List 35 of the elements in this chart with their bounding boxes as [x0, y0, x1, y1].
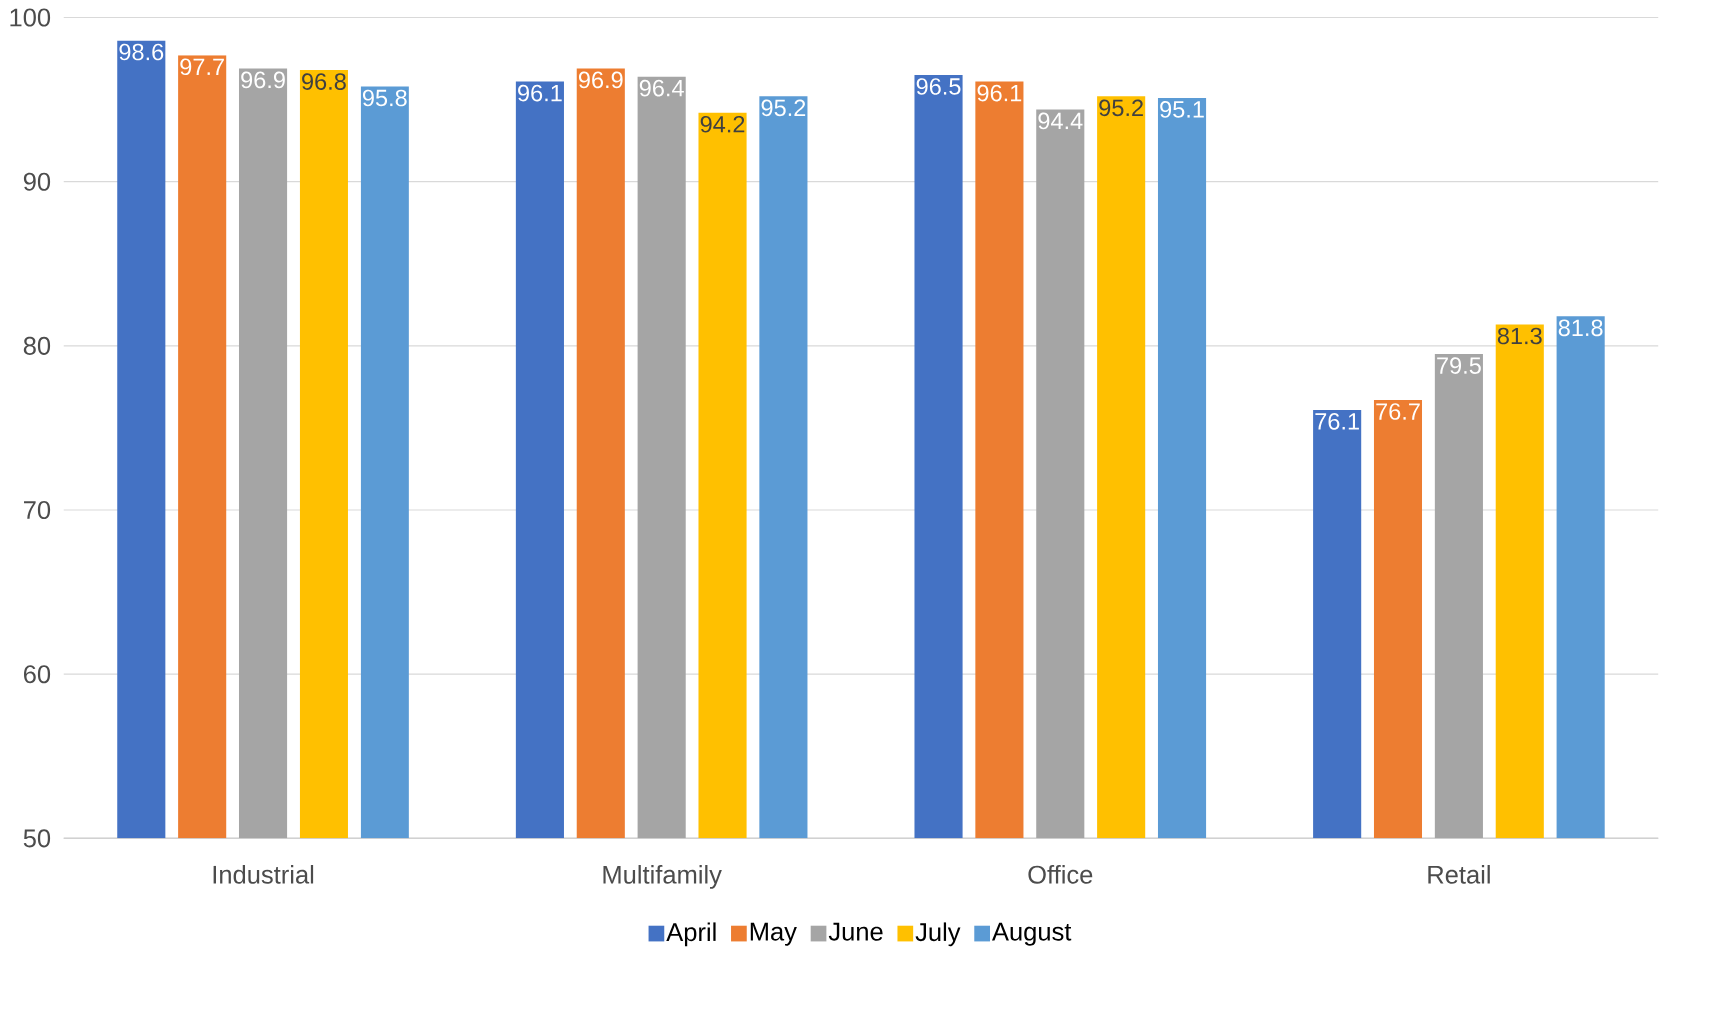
y-tick-label: 50 [23, 829, 51, 848]
data-label: 76.7 [1376, 403, 1420, 420]
y-tick-label: 90 [23, 172, 51, 191]
data-label: 94.4 [1038, 112, 1083, 130]
x-tick-label: Industrial [213, 864, 314, 884]
data-label: 76.1 [1315, 412, 1359, 430]
data-label: 96.5 [916, 78, 961, 95]
data-label: 97.7 [180, 58, 224, 76]
data-label: 95.8 [362, 89, 407, 107]
legend-label: April [666, 922, 716, 947]
legend-label: July [915, 922, 961, 947]
data-label: 96.8 [302, 73, 346, 90]
y-tick-label: 100 [10, 8, 51, 27]
data-label: 95.1 [1160, 101, 1204, 118]
data-label: 96.9 [241, 71, 285, 89]
legend-label: May [750, 922, 797, 946]
data-label: 95.2 [1099, 99, 1143, 117]
y-tick-label: 80 [23, 336, 51, 355]
data-label: 96.9 [578, 71, 623, 89]
data-label: 79.5 [1437, 357, 1481, 374]
data-label: 96.4 [639, 79, 684, 97]
data-label: 81.8 [1558, 319, 1603, 337]
x-tick-label: Office [1028, 864, 1093, 884]
data-label: 95.2 [761, 99, 806, 117]
y-tick-label: 70 [24, 500, 51, 519]
data-label: 94.2 [700, 115, 745, 133]
data-label: 96.1 [977, 84, 1022, 102]
legend-label: June [828, 922, 883, 941]
legend-label: August [991, 922, 1072, 946]
data-label: 81.3 [1497, 327, 1542, 345]
x-tick-label: Multifamily [603, 864, 722, 889]
data-label: 96.1 [518, 84, 562, 102]
y-tick-label: 60 [24, 665, 51, 684]
x-tick-label: Retail [1428, 864, 1490, 884]
data-label: 98.6 [119, 43, 164, 61]
